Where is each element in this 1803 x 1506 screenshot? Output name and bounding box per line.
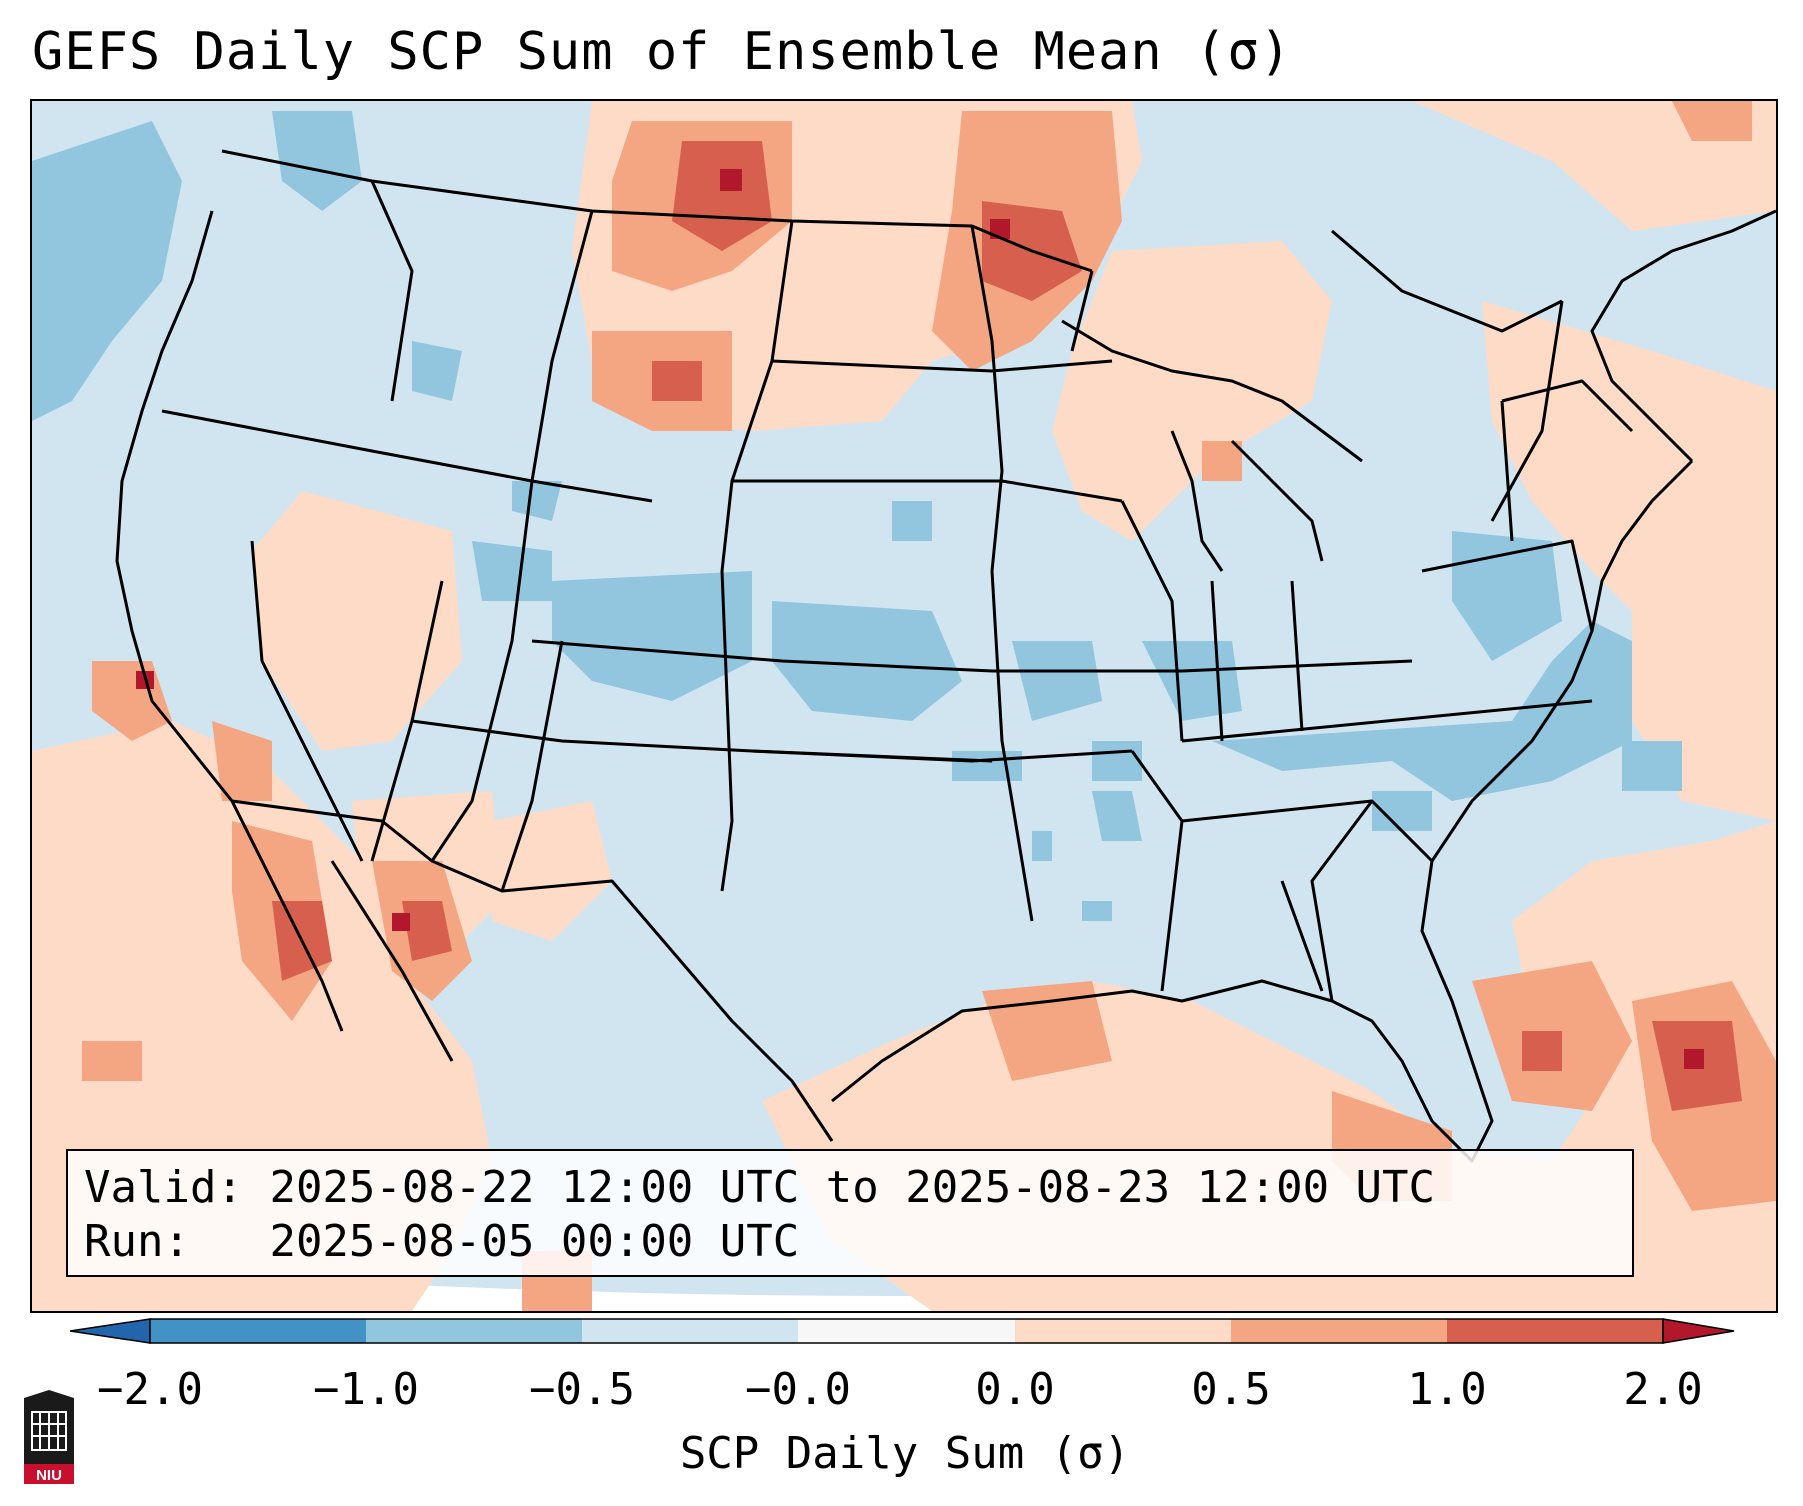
colorbar-bin-4 [798, 1319, 1015, 1343]
colorbar-tick-6: 0.5 [1191, 1364, 1271, 1415]
colorbar-tick-1: −2.0 [97, 1364, 203, 1415]
valid-label: Valid: [84, 1162, 243, 1213]
colorbar-label: SCP Daily Sum (σ) [679, 1428, 1131, 1479]
map-panel [30, 99, 1778, 1313]
colorbar-under-extension [69, 1318, 151, 1344]
colorbar-svg [69, 1318, 1735, 1344]
page-title: GEFS Daily SCP Sum of Ensemble Mean (σ) [32, 22, 1292, 82]
colorbar-outline [149, 1318, 1664, 1344]
valid-run-box: Valid: 2025-08-22 12:00 UTC to 2025-08-2… [66, 1149, 1634, 1277]
niu-logo: NIU [24, 1390, 74, 1484]
colorbar-tick-8: 2.0 [1623, 1364, 1703, 1415]
colorbar-tick-2: −1.0 [313, 1364, 419, 1415]
colorbar-bin-5 [1015, 1319, 1231, 1343]
logo-text: NIU [36, 1467, 62, 1484]
colorbar-bin-2 [366, 1319, 582, 1343]
valid-value: 2025-08-22 12:00 UTC to 2025-08-23 12:00… [269, 1162, 1436, 1213]
colorbar-tick-5: 0.0 [975, 1364, 1055, 1415]
scp-map [32, 101, 1776, 1311]
colorbar-bin-6 [1231, 1319, 1447, 1343]
colorbar-tick-4: −0.0 [745, 1364, 851, 1415]
colorbar [69, 1318, 1735, 1344]
moderate-negative-regions [32, 111, 1682, 921]
run-label: Run: [84, 1216, 190, 1267]
colorbar-bin-1 [150, 1319, 366, 1343]
run-value: 2025-08-05 00:00 UTC [269, 1216, 800, 1267]
colorbar-bin-3 [582, 1319, 798, 1343]
colorbar-over-extension [1662, 1318, 1735, 1344]
colorbar-bin-7 [1447, 1319, 1663, 1343]
boundary-lines [115, 149, 1776, 1163]
colorbar-tick-7: 1.0 [1407, 1364, 1487, 1415]
colorbar-tick-3: −0.5 [529, 1364, 635, 1415]
